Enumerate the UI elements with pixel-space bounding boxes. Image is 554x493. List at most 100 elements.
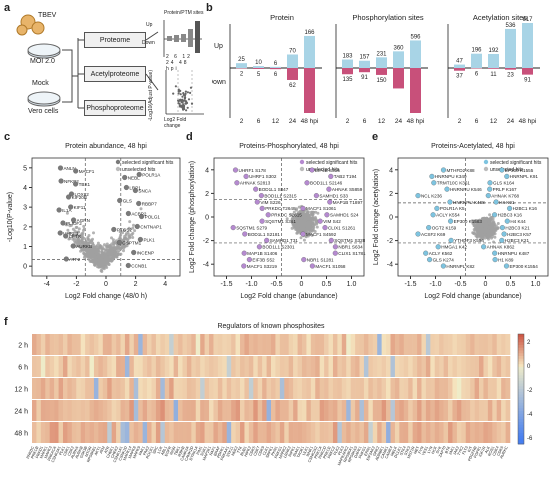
data-point — [95, 250, 99, 254]
colorbar-segment — [518, 411, 524, 415]
x-tick-label: -1.5 — [404, 281, 416, 288]
heatmap-col-label: MAP2K1 — [202, 446, 212, 461]
inset-bar — [195, 21, 200, 39]
heatmap-col-label: BUB1 — [240, 446, 248, 457]
x-tick-label: 2 — [240, 118, 244, 125]
heatmap-cell — [452, 334, 458, 355]
heatmap-cell — [350, 422, 356, 443]
data-point — [96, 241, 100, 245]
heatmap-col-label: PRKCB — [30, 445, 39, 459]
selected-point — [256, 244, 262, 250]
point-label: ATF2 — [69, 257, 80, 262]
selected-point — [440, 263, 446, 269]
heatmap-cell — [448, 400, 453, 421]
inset-bar — [188, 39, 193, 47]
heatmap-cell — [169, 378, 174, 399]
data-point — [302, 238, 306, 242]
heatmap-cell — [505, 356, 511, 377]
heatmap-title: Regulators of known phosphosites — [217, 323, 325, 330]
point-label: ANLN — [63, 166, 75, 171]
heatmap-col-label: AKT1 — [94, 446, 102, 456]
heatmap-cell — [359, 422, 365, 443]
heatmap-cell — [319, 422, 325, 443]
heatmap-cell — [355, 378, 360, 399]
heatmap-col-label: PRKD1 — [35, 446, 44, 459]
heatmap-cell — [310, 334, 316, 355]
phosphoproteome-box: Phosphoproteome — [84, 100, 146, 116]
bar-down-label: 62 — [289, 83, 296, 89]
heatmap-cell — [421, 378, 427, 399]
data-point — [118, 230, 122, 234]
data-point — [477, 233, 480, 237]
point-label: ACBP2 — [131, 211, 147, 216]
heatmap-cell — [443, 400, 449, 421]
data-point — [131, 226, 135, 230]
heatmap-cell — [350, 400, 356, 421]
heatmap-cell — [76, 422, 81, 443]
bar-up-label: 596 — [410, 34, 421, 40]
colorbar-segment — [518, 413, 524, 417]
point-label: INCENP — [137, 250, 154, 255]
heatmap-cell — [151, 334, 157, 355]
data-point — [298, 227, 302, 231]
heatmap-cell — [240, 356, 245, 377]
heatmap-cell — [244, 422, 250, 443]
heatmap-cell — [439, 334, 444, 355]
legend-selected: selected significant hits — [490, 160, 542, 166]
heatmap-col-label: AURKA — [70, 445, 79, 459]
data-point — [139, 207, 143, 211]
point-label: HNRNPU K468 — [453, 200, 485, 205]
selected-point — [328, 173, 334, 179]
y-tick-label: 5 — [23, 165, 27, 172]
heatmap-cell — [452, 378, 458, 399]
heatmap-cell — [332, 334, 338, 355]
bar-up-label: 196 — [471, 48, 482, 54]
heatmap-cell — [222, 422, 228, 443]
heatmap-cell — [204, 334, 210, 355]
heatmap-cell — [142, 422, 148, 443]
heatmap-cell — [372, 334, 378, 355]
data-point — [294, 217, 298, 221]
point-label: PTGS2 — [117, 227, 133, 232]
heatmap-cell — [98, 356, 104, 377]
heatmap-cell — [279, 378, 285, 399]
heatmap-cell — [226, 334, 232, 355]
heatmap-cell — [319, 334, 325, 355]
data-point — [87, 241, 91, 245]
legend-marker-unselected — [299, 166, 305, 172]
heatmap-cell — [474, 356, 480, 377]
heatmap-cell — [102, 378, 108, 399]
data-point — [306, 210, 310, 214]
heatmap-cell — [470, 422, 475, 443]
heatmap-cell — [244, 400, 250, 421]
heatmap-col-label: PRKCE — [323, 445, 332, 459]
heatmap-cell — [40, 334, 46, 355]
heatmap-cell — [116, 422, 121, 443]
volcano-point — [189, 91, 192, 94]
heatmap-cell — [377, 378, 382, 399]
heatmap-cell — [470, 334, 475, 355]
point-label: H2BC3 K16 — [498, 213, 523, 218]
data-point — [65, 223, 69, 227]
heatmap-cell — [253, 356, 259, 377]
bar-up — [522, 23, 533, 68]
selected-point — [66, 194, 72, 200]
heatmap-cell — [346, 378, 351, 399]
heatmap-cell — [80, 422, 86, 443]
legend-unselected: unselected hits — [122, 167, 156, 173]
data-point — [77, 227, 81, 231]
data-point — [285, 217, 289, 221]
volcano-point — [183, 96, 186, 100]
data-point — [496, 222, 500, 225]
point-label: VIM S42 — [323, 219, 341, 224]
point-label: MACF1 S4592 — [306, 232, 337, 237]
heatmap-cell — [169, 334, 174, 355]
selected-point — [317, 218, 323, 224]
heatmap-cell — [200, 422, 205, 443]
bar-down — [410, 68, 421, 113]
heatmap-cell — [275, 400, 281, 421]
heatmap-cell — [412, 400, 418, 421]
heatmap-cell — [191, 356, 197, 377]
heatmap-cell — [306, 334, 312, 355]
heatmap-col-label: PKN1 — [271, 446, 279, 457]
